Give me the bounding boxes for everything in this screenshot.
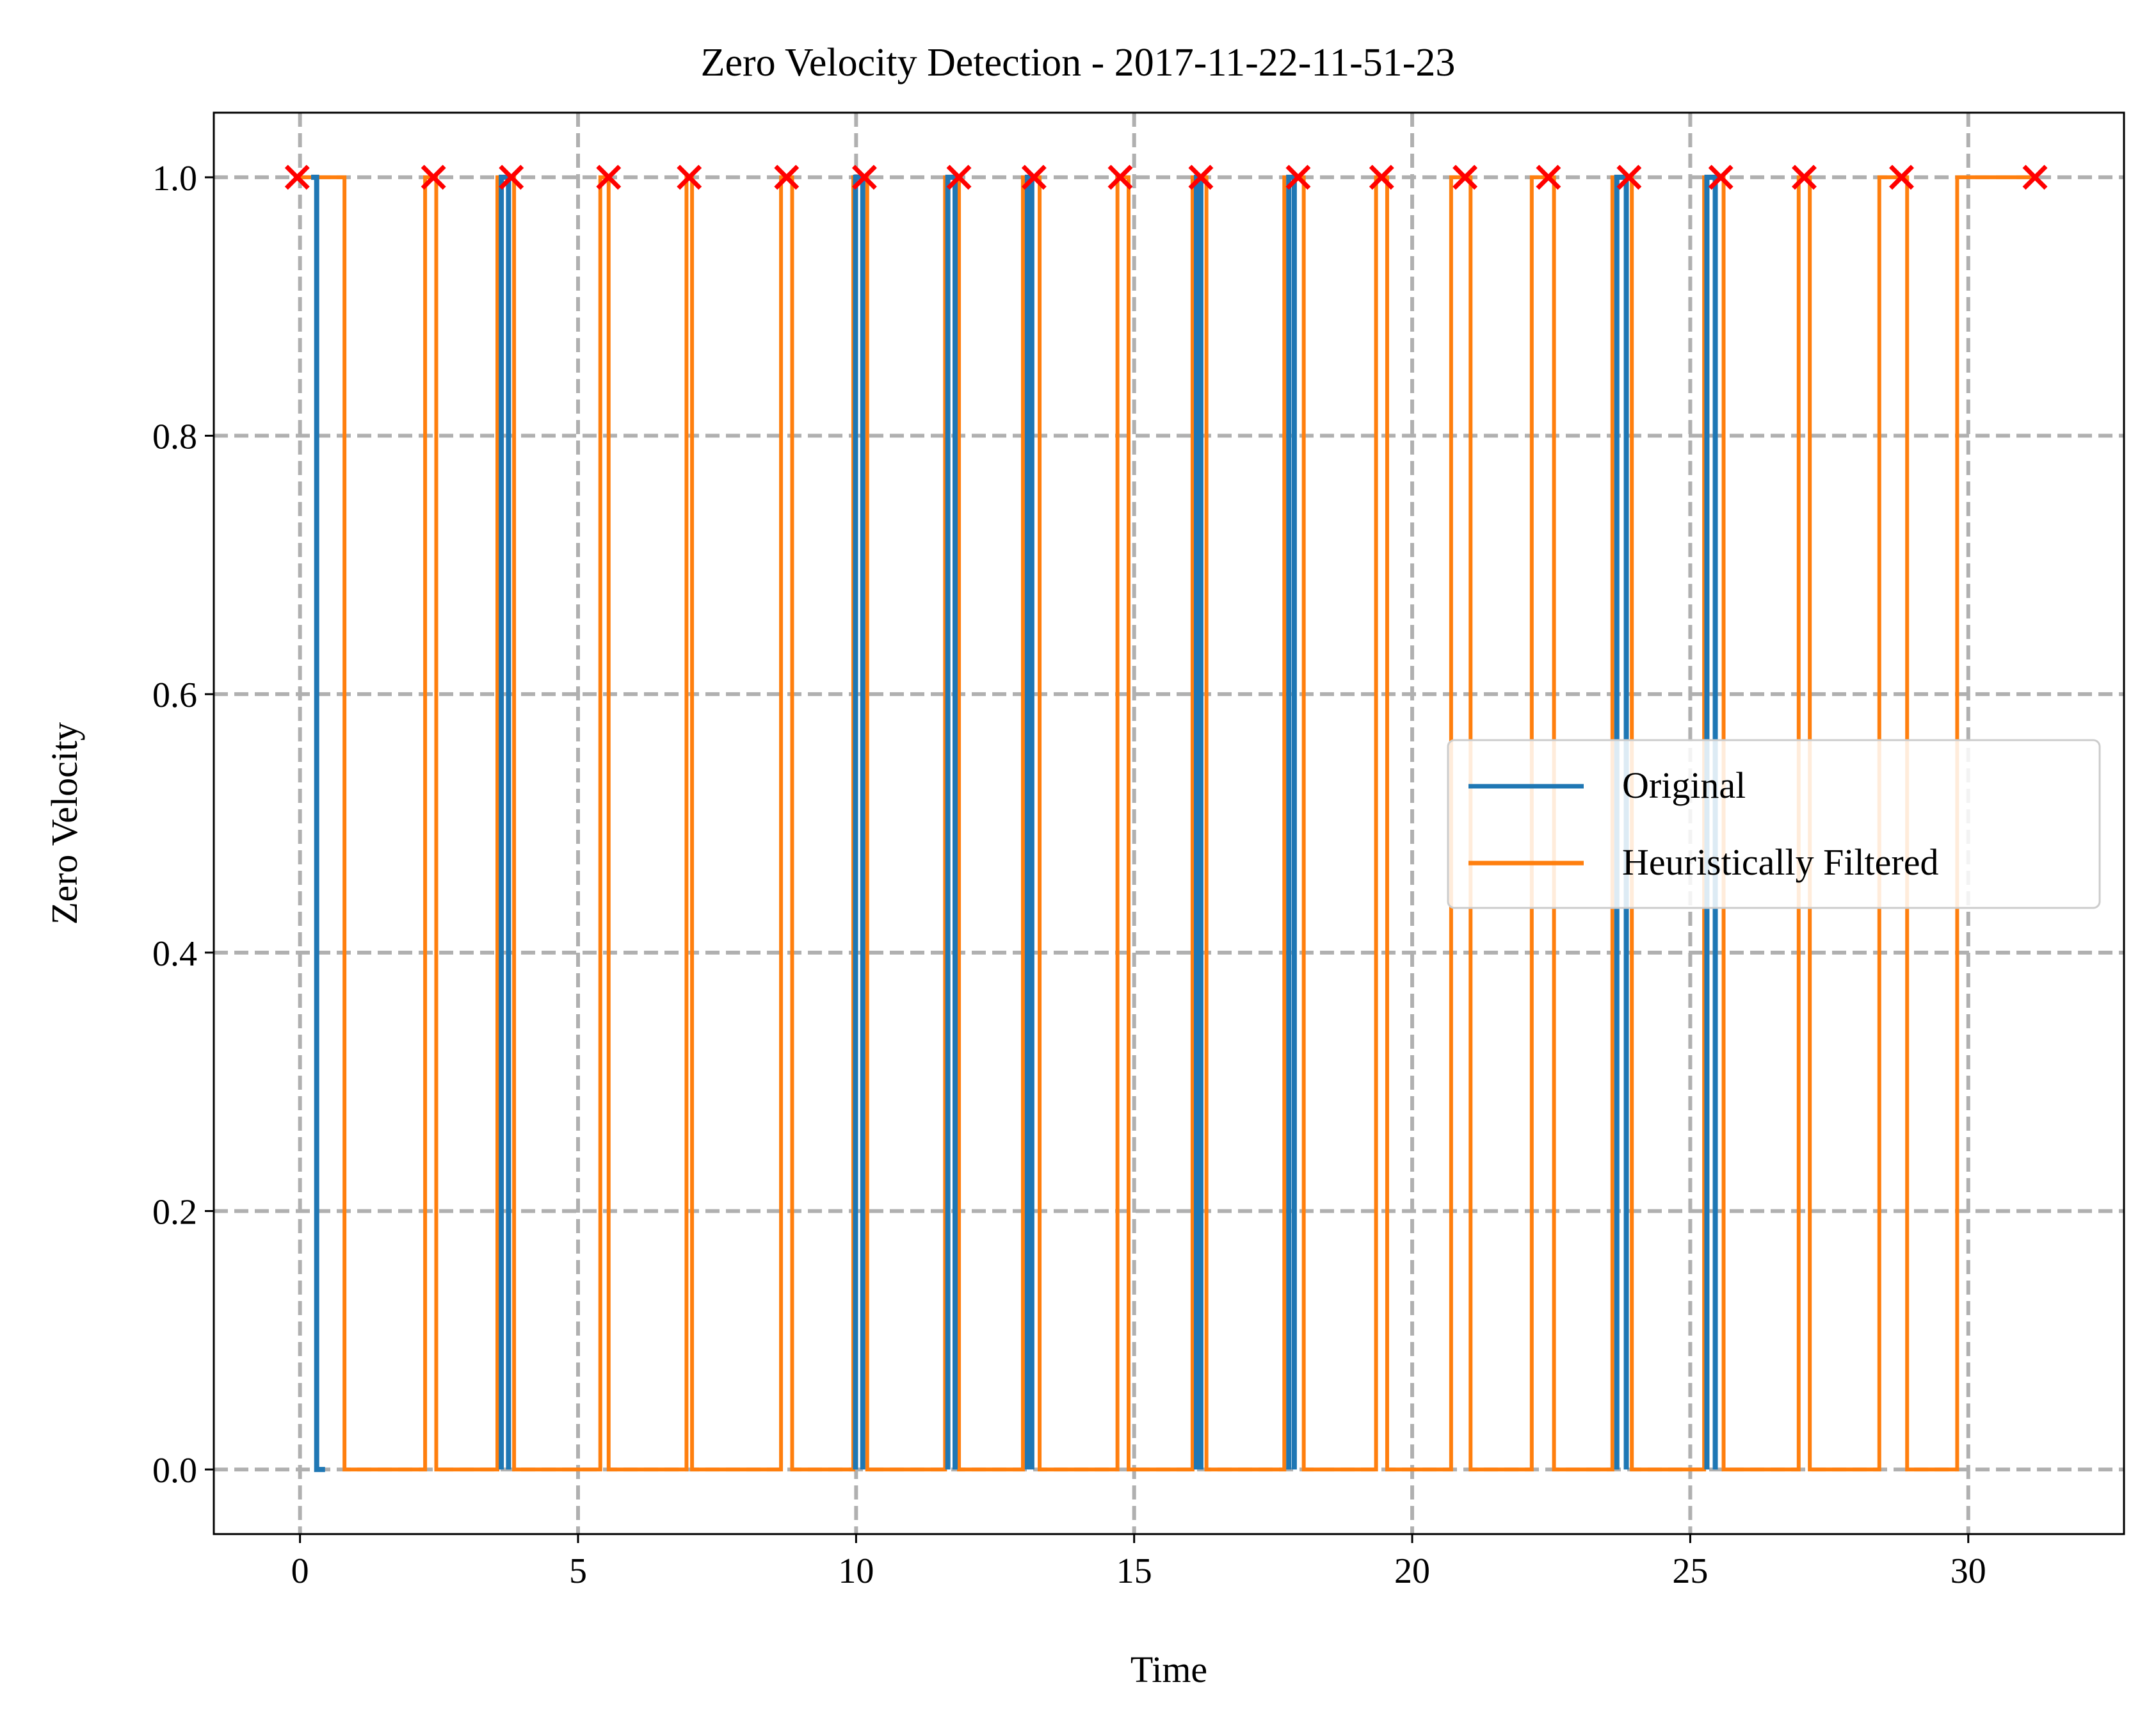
step-marker-stroke: [499, 165, 524, 190]
y-tick-label: 1.0: [152, 159, 197, 198]
step-marker-stroke: [774, 165, 800, 190]
legend: Original Heuristically Filtered: [1447, 739, 2101, 909]
original-step-segment: [311, 174, 325, 1473]
step-marker: [1889, 165, 1914, 190]
original-step-segment: [1194, 174, 1203, 1470]
step-marker-stroke: [1369, 165, 1394, 190]
y-tick-label: 0.2: [152, 1192, 197, 1232]
step-marker: [851, 165, 877, 190]
step-marker: [1792, 165, 1817, 190]
x-axis-label: Time: [1130, 1649, 1207, 1690]
legend-label-filtered: Heuristically Filtered: [1622, 841, 1938, 883]
step-marker-stroke: [2022, 165, 2048, 190]
step-marker-stroke: [1889, 165, 1914, 190]
original-step-segment: [1024, 174, 1034, 1470]
step-marker: [1285, 165, 1311, 190]
x-tick-label: 20: [1394, 1551, 1430, 1591]
chart-title: Zero Velocity Detection - 2017-11-22-11-…: [701, 41, 1456, 85]
step-marker-stroke: [1188, 165, 1214, 190]
step-marker-stroke: [421, 165, 446, 190]
x-tick-label: 10: [838, 1551, 874, 1591]
step-marker: [1708, 165, 1734, 190]
step-marker: [774, 165, 800, 190]
step-marker-stroke: [1021, 165, 1047, 190]
plot-frame: [213, 111, 2125, 1535]
step-marker: [284, 165, 310, 190]
step-marker: [946, 165, 972, 190]
step-marker-stroke: [1452, 165, 1478, 190]
legend-box: [1447, 739, 2101, 909]
step-marker: [2022, 165, 2048, 190]
step-marker-stroke: [677, 165, 702, 190]
y-tick-label: 0.6: [152, 675, 197, 715]
step-marker-stroke: [851, 165, 877, 190]
step-marker: [1452, 165, 1478, 190]
y-axis-label: Zero Velocity: [44, 722, 85, 925]
x-tick-label: 25: [1672, 1551, 1708, 1591]
x-tick-label: 0: [291, 1551, 309, 1591]
step-marker: [1369, 165, 1394, 190]
step-marker: [1188, 165, 1214, 190]
x-tick-label: 5: [569, 1551, 587, 1591]
step-marker: [1616, 165, 1642, 190]
step-marker: [1107, 165, 1133, 190]
y-tick-label: 0.8: [152, 417, 197, 457]
step-marker-stroke: [596, 165, 622, 190]
x-axis-ticks: 0 5 10 15 20 25 30: [291, 1534, 1986, 1591]
step-marker-stroke: [1616, 165, 1642, 190]
step-marker-stroke: [946, 165, 972, 190]
step-marker-stroke: [1708, 165, 1734, 190]
y-axis-ticks: 0.0 0.2 0.4 0.6 0.8 1.0: [152, 159, 214, 1491]
y-tick-label: 0.0: [152, 1451, 197, 1491]
x-tick-label: 30: [1951, 1551, 1986, 1591]
step-marker: [421, 165, 446, 190]
step-marker: [677, 165, 702, 190]
legend-label-original: Original: [1622, 764, 1746, 806]
step-marker: [596, 165, 622, 190]
original-step-segment: [853, 174, 865, 1470]
step-marker: [499, 165, 524, 190]
x-tick-label: 15: [1116, 1551, 1152, 1591]
step-marker-stroke: [1285, 165, 1311, 190]
original-step-segment: [945, 174, 958, 1470]
original-step-segment: [499, 174, 511, 1470]
step-marker-stroke: [1536, 165, 1561, 190]
step-markers: [284, 165, 2048, 190]
step-marker-stroke: [1107, 165, 1133, 190]
original-step-segment: [1286, 174, 1297, 1470]
step-marker: [1021, 165, 1047, 190]
step-marker-stroke: [1792, 165, 1817, 190]
step-marker: [1536, 165, 1561, 190]
y-tick-label: 0.4: [152, 934, 197, 974]
step-marker-stroke: [284, 165, 310, 190]
